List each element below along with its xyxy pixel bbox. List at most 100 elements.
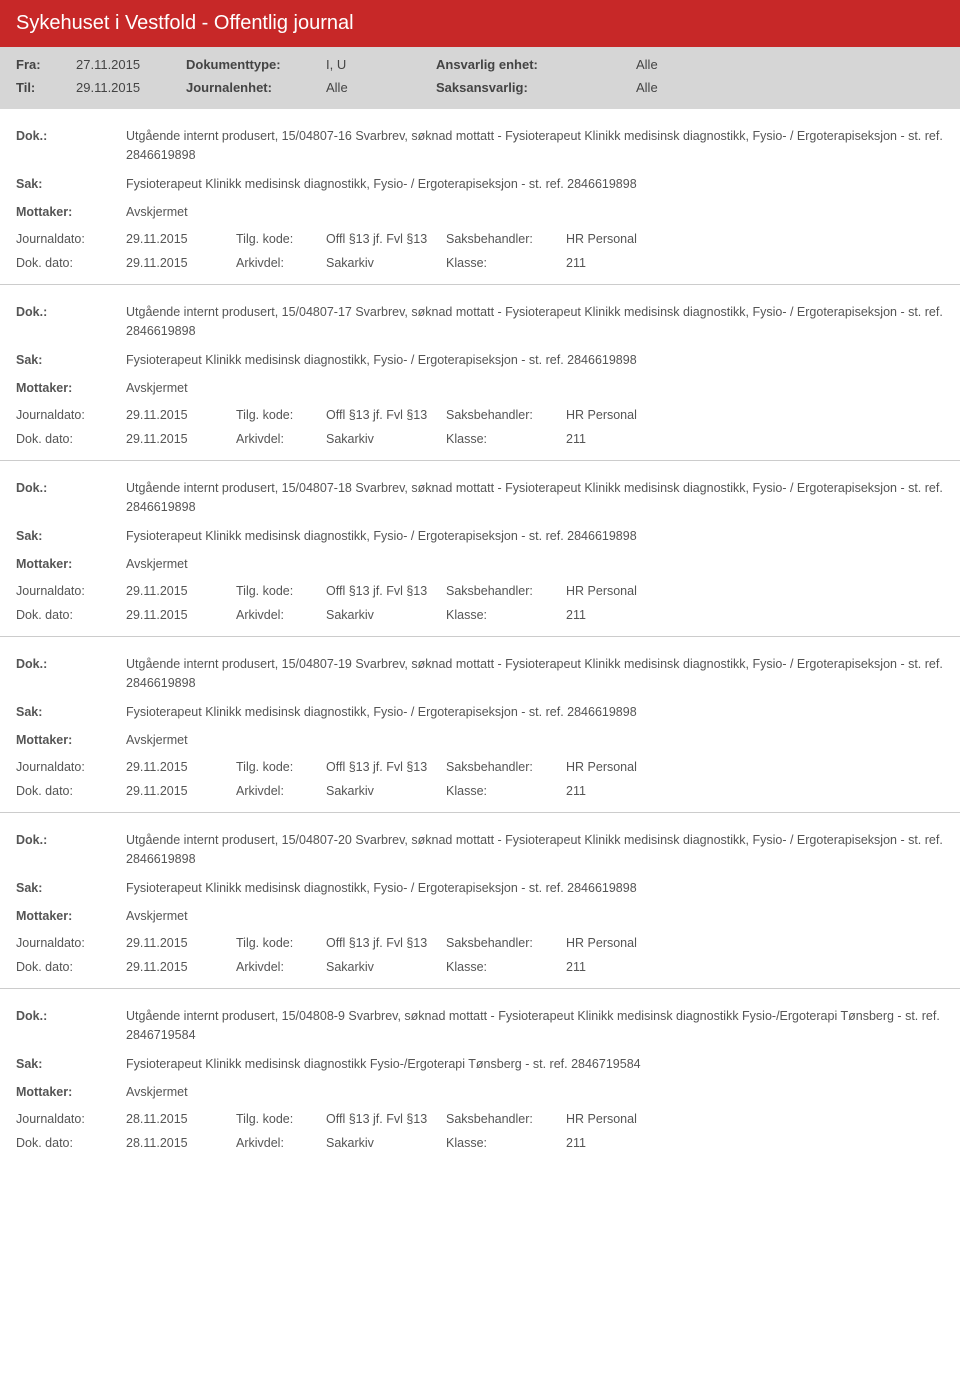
journaldato-value: 29.11.2015 bbox=[126, 760, 236, 774]
arkivdel-value: Sakarkiv bbox=[326, 960, 446, 974]
journaldato-value: 29.11.2015 bbox=[126, 408, 236, 422]
dokdato-label: Dok. dato: bbox=[16, 432, 126, 446]
page-title: Sykehuset i Vestfold - Offentlig journal bbox=[0, 0, 960, 47]
dokdato-label: Dok. dato: bbox=[16, 608, 126, 622]
tilgkode-value: Offl §13 jf. Fvl §13 bbox=[326, 232, 446, 246]
dokdato-value: 29.11.2015 bbox=[126, 256, 236, 270]
filter-bar: Fra: 27.11.2015 Dokumenttype: I, U Ansva… bbox=[0, 47, 960, 109]
arkivdel-value: Sakarkiv bbox=[326, 256, 446, 270]
dok-value: Utgående internt produsert, 15/04807-20 … bbox=[126, 831, 944, 869]
journal-entry: Dok.: Utgående internt produsert, 15/048… bbox=[0, 461, 960, 637]
ansvarlig-value: Alle bbox=[636, 57, 776, 72]
tilgkode-label: Tilg. kode: bbox=[236, 1112, 326, 1126]
klasse-value: 211 bbox=[566, 1136, 686, 1150]
klasse-value: 211 bbox=[566, 432, 686, 446]
mottaker-value: Avskjermet bbox=[126, 1083, 944, 1102]
saksbehandler-label: Saksbehandler: bbox=[446, 760, 566, 774]
dokdato-label: Dok. dato: bbox=[16, 960, 126, 974]
arkivdel-label: Arkivdel: bbox=[236, 960, 326, 974]
sak-value: Fysioterapeut Klinikk medisinsk diagnost… bbox=[126, 703, 944, 722]
dokdato-value: 29.11.2015 bbox=[126, 432, 236, 446]
tilgkode-value: Offl §13 jf. Fvl §13 bbox=[326, 936, 446, 950]
journaldato-label: Journaldato: bbox=[16, 760, 126, 774]
sak-value: Fysioterapeut Klinikk medisinsk diagnost… bbox=[126, 175, 944, 194]
klasse-label: Klasse: bbox=[446, 1136, 566, 1150]
arkivdel-value: Sakarkiv bbox=[326, 1136, 446, 1150]
fra-value: 27.11.2015 bbox=[76, 57, 186, 72]
dok-value: Utgående internt produsert, 15/04807-19 … bbox=[126, 655, 944, 693]
arkivdel-label: Arkivdel: bbox=[236, 608, 326, 622]
arkivdel-label: Arkivdel: bbox=[236, 784, 326, 798]
dokdato-value: 29.11.2015 bbox=[126, 960, 236, 974]
saksbehandler-label: Saksbehandler: bbox=[446, 936, 566, 950]
sak-value: Fysioterapeut Klinikk medisinsk diagnost… bbox=[126, 351, 944, 370]
journaldato-label: Journaldato: bbox=[16, 584, 126, 598]
dok-label: Dok.: bbox=[16, 1007, 126, 1045]
saksbehandler-value: HR Personal bbox=[566, 1112, 686, 1126]
sak-label: Sak: bbox=[16, 879, 126, 898]
saksbehandler-value: HR Personal bbox=[566, 408, 686, 422]
journal-entry: Dok.: Utgående internt produsert, 15/048… bbox=[0, 813, 960, 989]
saksansvarlig-label: Saksansvarlig: bbox=[436, 80, 636, 95]
klasse-value: 211 bbox=[566, 784, 686, 798]
doktype-value: I, U bbox=[326, 57, 436, 72]
journaldato-value: 28.11.2015 bbox=[126, 1112, 236, 1126]
mottaker-label: Mottaker: bbox=[16, 1083, 126, 1102]
journaldato-value: 29.11.2015 bbox=[126, 936, 236, 950]
dokdato-value: 29.11.2015 bbox=[126, 784, 236, 798]
dokdato-label: Dok. dato: bbox=[16, 784, 126, 798]
tilgkode-value: Offl §13 jf. Fvl §13 bbox=[326, 584, 446, 598]
mottaker-value: Avskjermet bbox=[126, 555, 944, 574]
saksbehandler-value: HR Personal bbox=[566, 936, 686, 950]
sak-value: Fysioterapeut Klinikk medisinsk diagnost… bbox=[126, 1055, 944, 1074]
klasse-label: Klasse: bbox=[446, 608, 566, 622]
sak-label: Sak: bbox=[16, 175, 126, 194]
dokdato-value: 29.11.2015 bbox=[126, 608, 236, 622]
journaldato-label: Journaldato: bbox=[16, 1112, 126, 1126]
mottaker-value: Avskjermet bbox=[126, 379, 944, 398]
dok-label: Dok.: bbox=[16, 127, 126, 165]
dok-label: Dok.: bbox=[16, 303, 126, 341]
saksbehandler-label: Saksbehandler: bbox=[446, 408, 566, 422]
journalenhet-label: Journalenhet: bbox=[186, 80, 326, 95]
dok-value: Utgående internt produsert, 15/04807-18 … bbox=[126, 479, 944, 517]
sak-value: Fysioterapeut Klinikk medisinsk diagnost… bbox=[126, 879, 944, 898]
arkivdel-value: Sakarkiv bbox=[326, 432, 446, 446]
arkivdel-value: Sakarkiv bbox=[326, 784, 446, 798]
journal-entry: Dok.: Utgående internt produsert, 15/048… bbox=[0, 109, 960, 285]
mottaker-label: Mottaker: bbox=[16, 907, 126, 926]
tilgkode-value: Offl §13 jf. Fvl §13 bbox=[326, 408, 446, 422]
dok-label: Dok.: bbox=[16, 479, 126, 517]
klasse-label: Klasse: bbox=[446, 432, 566, 446]
til-value: 29.11.2015 bbox=[76, 80, 186, 95]
mottaker-value: Avskjermet bbox=[126, 907, 944, 926]
arkivdel-label: Arkivdel: bbox=[236, 1136, 326, 1150]
ansvarlig-label: Ansvarlig enhet: bbox=[436, 57, 636, 72]
tilgkode-value: Offl §13 jf. Fvl §13 bbox=[326, 760, 446, 774]
arkivdel-label: Arkivdel: bbox=[236, 256, 326, 270]
journal-entry: Dok.: Utgående internt produsert, 15/048… bbox=[0, 989, 960, 1164]
klasse-value: 211 bbox=[566, 960, 686, 974]
dokdato-value: 28.11.2015 bbox=[126, 1136, 236, 1150]
dokdato-label: Dok. dato: bbox=[16, 256, 126, 270]
tilgkode-label: Tilg. kode: bbox=[236, 760, 326, 774]
dok-label: Dok.: bbox=[16, 655, 126, 693]
mottaker-value: Avskjermet bbox=[126, 203, 944, 222]
journal-entry: Dok.: Utgående internt produsert, 15/048… bbox=[0, 637, 960, 813]
journaldato-value: 29.11.2015 bbox=[126, 584, 236, 598]
klasse-value: 211 bbox=[566, 256, 686, 270]
journaldato-value: 29.11.2015 bbox=[126, 232, 236, 246]
klasse-value: 211 bbox=[566, 608, 686, 622]
fra-label: Fra: bbox=[16, 57, 76, 72]
journalenhet-value: Alle bbox=[326, 80, 436, 95]
journaldato-label: Journaldato: bbox=[16, 936, 126, 950]
saksbehandler-value: HR Personal bbox=[566, 760, 686, 774]
doktype-label: Dokumenttype: bbox=[186, 57, 326, 72]
arkivdel-value: Sakarkiv bbox=[326, 608, 446, 622]
arkivdel-label: Arkivdel: bbox=[236, 432, 326, 446]
mottaker-label: Mottaker: bbox=[16, 555, 126, 574]
klasse-label: Klasse: bbox=[446, 784, 566, 798]
saksbehandler-value: HR Personal bbox=[566, 232, 686, 246]
sak-label: Sak: bbox=[16, 351, 126, 370]
sak-label: Sak: bbox=[16, 1055, 126, 1074]
